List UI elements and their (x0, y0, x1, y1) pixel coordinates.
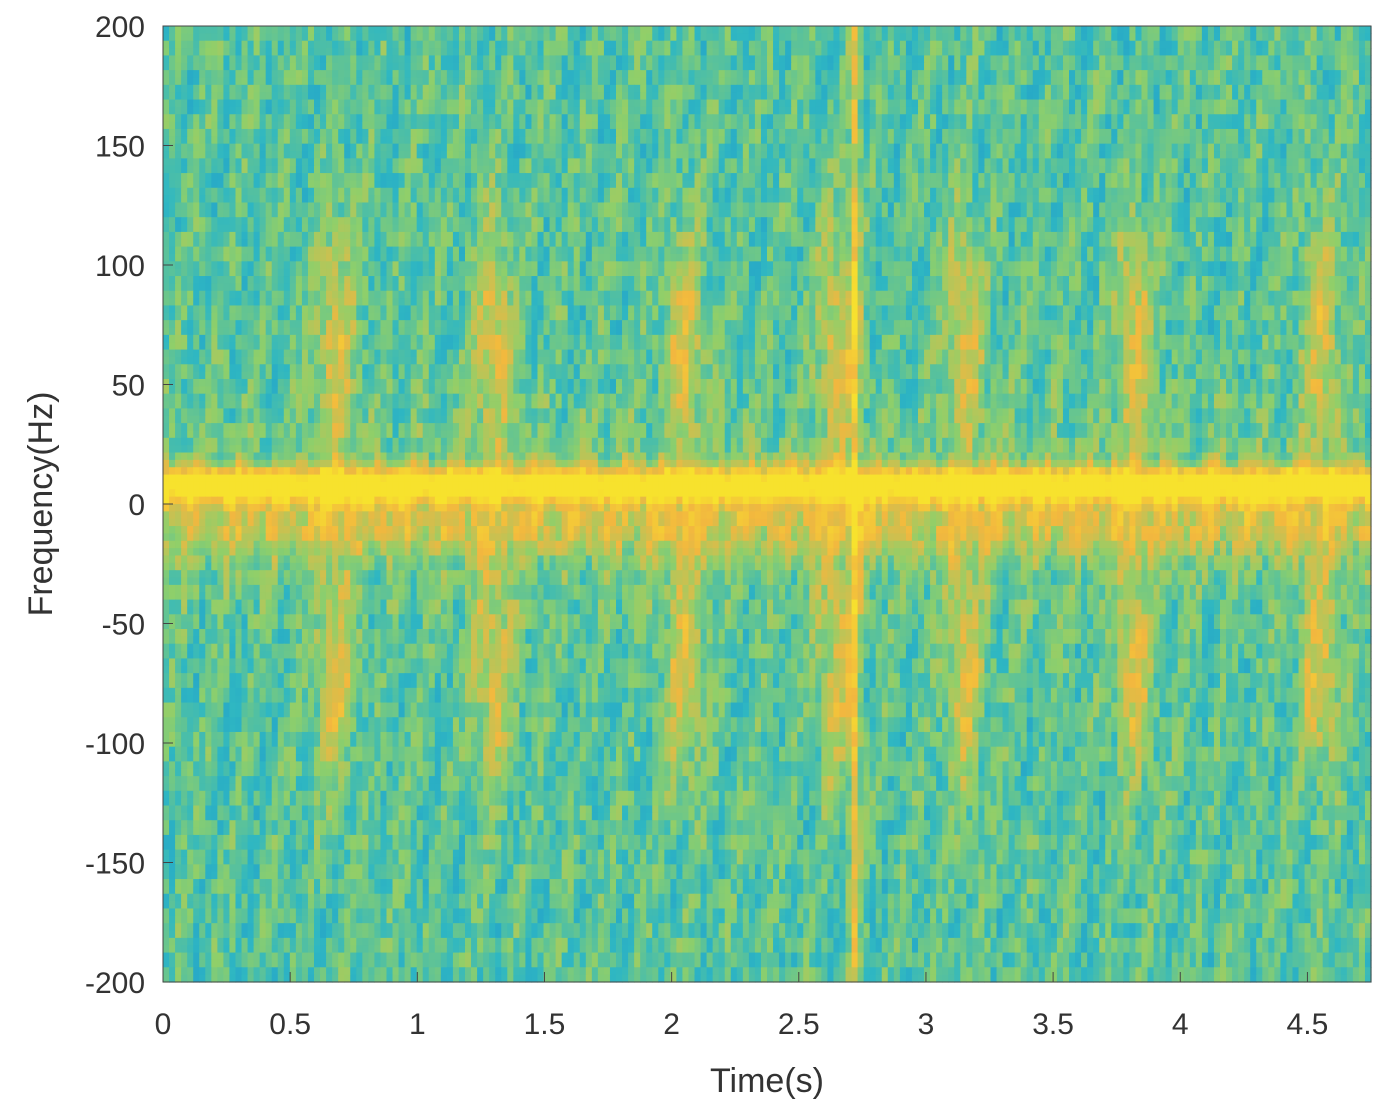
y-axis: 200 150 100 50 0 -50 -100 -150 -200 (85, 11, 173, 1000)
heatmap-plot (163, 26, 1372, 983)
x-tick-label: 3.5 (1032, 1008, 1074, 1041)
y-tick-label: -200 (85, 967, 145, 1000)
y-axis-label: Frequency(Hz) (22, 392, 60, 617)
y-tick-label: -50 (102, 609, 145, 642)
x-tick-label: 0.5 (269, 1008, 311, 1041)
x-tick-label: 3 (918, 1008, 935, 1041)
x-tick-label: 0 (155, 1008, 172, 1041)
x-tick-label: 2.5 (778, 1008, 820, 1041)
y-tick-label: 50 (112, 370, 145, 403)
x-tick-label: 1.5 (524, 1008, 566, 1041)
y-tick-label: 100 (95, 250, 145, 283)
y-tick-label: 200 (95, 11, 145, 44)
x-axis-label: Time(s) (710, 1062, 824, 1100)
y-tick-label: -150 (85, 848, 145, 881)
y-tick-label: 0 (128, 489, 145, 522)
x-tick-label: 4 (1172, 1008, 1189, 1041)
x-tick-label: 2 (663, 1008, 680, 1041)
x-tick-label: 4.5 (1287, 1008, 1329, 1041)
y-tick-label: 150 (95, 131, 145, 164)
y-tick-label: -100 (85, 728, 145, 761)
x-tick-label: 1 (409, 1008, 426, 1041)
